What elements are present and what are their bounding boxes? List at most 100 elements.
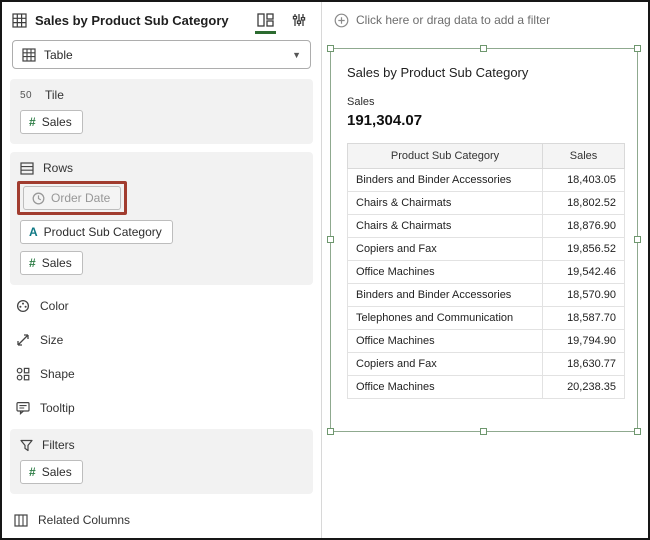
cell-category: Office Machines (347, 375, 543, 399)
filter-bar[interactable]: Click here or drag data to add a filter (322, 2, 648, 38)
header-icons (255, 9, 311, 34)
table-header-row: Product Sub Category Sales (347, 143, 625, 169)
cell-category: Copiers and Fax (347, 352, 543, 376)
table-row[interactable]: Copiers and Fax 18,630.77 (347, 352, 625, 376)
table-type-icon (22, 47, 36, 62)
related-columns-row[interactable]: Related Columns (2, 502, 321, 538)
cell-value: 18,570.90 (542, 283, 625, 307)
section-filters-label: Filters (42, 438, 75, 452)
pill-label: Order Date (51, 191, 111, 205)
cell-value: 18,630.77 (542, 352, 625, 376)
table-row[interactable]: Copiers and Fax 19,856.52 (347, 237, 625, 261)
cell-value: 18,876.90 (542, 214, 625, 238)
related-columns-icon (14, 513, 28, 527)
cell-category: Office Machines (347, 329, 543, 353)
section-filters-header: Filters (20, 438, 303, 452)
table-row[interactable]: Chairs & Chairmats 18,802.52 (347, 191, 625, 215)
pill-order-date[interactable]: Order Date (23, 186, 122, 210)
attribute-a-icon: A (29, 225, 38, 239)
viz-type-select[interactable]: Table ▼ (12, 40, 311, 69)
metric-value: 191,304.07 (347, 112, 423, 129)
canvas-panel: Click here or drag data to add a filter … (322, 2, 648, 538)
pill-rows-sales[interactable]: # Sales (20, 251, 83, 275)
table-visualization: Sales by Product Sub Category Sales 191,… (331, 49, 637, 431)
section-rows: Rows Order Date A Product Sub Category (10, 152, 313, 285)
tile-icon: 50 (20, 89, 33, 101)
tooltip-icon (16, 401, 30, 415)
column-header-sales[interactable]: Sales (542, 143, 625, 169)
drop-target-size[interactable]: Size (2, 323, 321, 357)
panel-header: Sales by Product Sub Category (2, 2, 321, 38)
table-row[interactable]: Chairs & Chairmats 18,876.90 (347, 214, 625, 238)
pill-filter-sales[interactable]: # Sales (20, 460, 83, 484)
size-icon (16, 333, 30, 347)
selection-handle[interactable] (480, 428, 487, 435)
chevron-down-icon: ▼ (292, 49, 301, 60)
pill-product-sub-category[interactable]: A Product Sub Category (20, 220, 173, 244)
viz-type-label: Table (44, 47, 73, 62)
cell-category: Copiers and Fax (347, 237, 543, 261)
table-row[interactable]: Office Machines 20,238.35 (347, 375, 625, 399)
section-filters: Filters # Sales (10, 429, 313, 494)
section-tile-label: Tile (45, 88, 64, 102)
drop-target-label: Tooltip (40, 401, 75, 415)
section-rows-header: Rows (20, 161, 303, 175)
selected-visualization[interactable]: Sales by Product Sub Category Sales 191,… (327, 45, 641, 435)
selection-handle[interactable] (634, 428, 641, 435)
pill-tile-sales[interactable]: # Sales (20, 110, 83, 134)
selection-handle[interactable] (480, 45, 487, 52)
cell-category: Chairs & Chairmats (347, 214, 543, 238)
pill-label: Sales (41, 465, 72, 479)
table-row[interactable]: Office Machines 19,542.46 (347, 260, 625, 284)
selection-handle[interactable] (634, 45, 641, 52)
table-row[interactable]: Binders and Binder Accessories 18,403.05 (347, 168, 625, 192)
drop-target-label: Size (40, 333, 64, 347)
measure-hash-icon: # (29, 115, 36, 129)
table-row[interactable]: Telephones and Communication 18,587.70 (347, 306, 625, 330)
column-header-category[interactable]: Product Sub Category (347, 143, 543, 169)
table-row[interactable]: Office Machines 19,794.90 (347, 329, 625, 353)
table-viz-icon (12, 12, 27, 28)
section-rows-label: Rows (43, 161, 74, 175)
viz-title: Sales by Product Sub Category (347, 65, 529, 80)
rows-icon (20, 161, 34, 175)
clock-icon (32, 192, 45, 205)
drop-target-color[interactable]: Color (2, 289, 321, 323)
selection-handle[interactable] (634, 236, 641, 243)
shape-icon (16, 367, 30, 381)
cell-value: 19,794.90 (542, 329, 625, 353)
workbook-title: Sales by Product Sub Category (35, 12, 229, 28)
measure-hash-icon: # (29, 465, 36, 479)
related-columns-label: Related Columns (38, 513, 131, 527)
cell-category: Office Machines (347, 260, 543, 284)
cell-category: Telephones and Communication (347, 306, 543, 330)
grammar-panel: Sales by Product Sub Category Table ▼ 50… (2, 2, 322, 538)
section-tile-header: 50 Tile (20, 88, 303, 102)
cell-value: 19,542.46 (542, 260, 625, 284)
cell-value: 18,403.05 (542, 168, 625, 192)
cell-value: 20,238.35 (542, 375, 625, 399)
drop-target-label: Color (40, 299, 69, 313)
canvas[interactable]: Sales by Product Sub Category Sales 191,… (322, 38, 648, 538)
cell-category: Binders and Binder Accessories (347, 168, 543, 192)
selection-handle[interactable] (327, 45, 334, 52)
grammar-tab-icon[interactable] (255, 9, 276, 34)
pill-label: Sales (41, 115, 72, 129)
table-row[interactable]: Binders and Binder Accessories 18,570.90 (347, 283, 625, 307)
cell-category: Chairs & Chairmats (347, 191, 543, 215)
selection-handle[interactable] (327, 428, 334, 435)
highlight-box: Order Date (17, 181, 128, 215)
pill-label: Product Sub Category (43, 225, 162, 239)
color-icon (16, 299, 30, 313)
filter-bar-text: Click here or drag data to add a filter (356, 13, 551, 27)
settings-sliders-icon[interactable] (291, 9, 307, 31)
cell-category: Binders and Binder Accessories (347, 283, 543, 307)
drop-target-tooltip[interactable]: Tooltip (2, 391, 321, 425)
cell-value: 18,802.52 (542, 191, 625, 215)
viz-table: Product Sub Category Sales Binders and B… (347, 143, 625, 399)
pill-label: Sales (41, 256, 72, 270)
selection-handle[interactable] (327, 236, 334, 243)
add-filter-plus-icon (334, 13, 349, 28)
drop-target-shape[interactable]: Shape (2, 357, 321, 391)
